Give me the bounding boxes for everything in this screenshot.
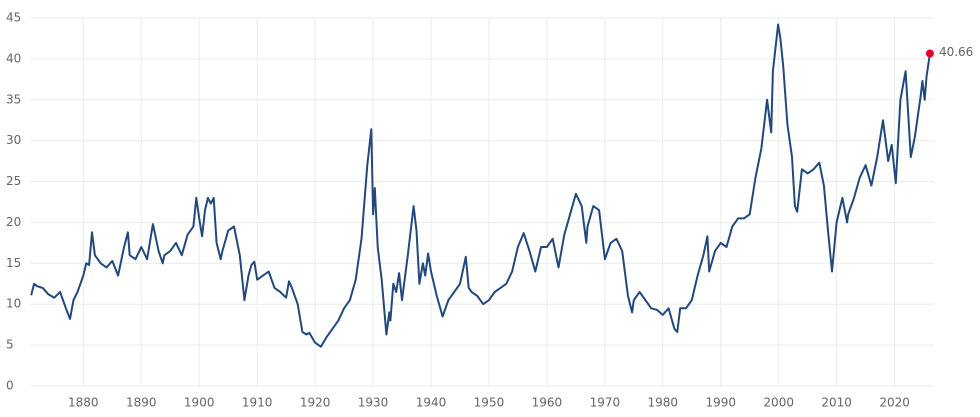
- y-tick-label: 45: [6, 11, 21, 25]
- x-tick-label: 1880: [68, 396, 99, 410]
- x-tick-label: 1890: [126, 396, 157, 410]
- x-tick-label: 1900: [184, 396, 215, 410]
- last-point: [925, 49, 934, 58]
- y-tick-label: 0: [6, 379, 14, 393]
- y-tick-label: 40: [6, 51, 21, 65]
- x-tick-label: 1970: [590, 396, 621, 410]
- x-tick-label: 1930: [358, 396, 389, 410]
- data-line: [30, 23, 931, 348]
- y-tick-label: 5: [6, 338, 14, 352]
- x-tick-label: 1920: [300, 396, 331, 410]
- y-tick-label: 35: [6, 92, 21, 106]
- x-tick-label: 2020: [879, 396, 910, 410]
- x-tick-label: 1940: [416, 396, 447, 410]
- x-tick-label: 1980: [648, 396, 679, 410]
- x-tick-label: 1960: [532, 396, 563, 410]
- y-tick-label: 10: [6, 297, 21, 311]
- y-tick-label: 15: [6, 256, 21, 270]
- x-tick-label: 2000: [763, 396, 794, 410]
- x-tick-label: 1950: [474, 396, 505, 410]
- y-tick-label: 25: [6, 174, 21, 188]
- x-tick-label: 2010: [821, 396, 852, 410]
- y-tick-label: 30: [6, 133, 21, 147]
- y-tick-label: 20: [6, 215, 21, 229]
- x-tick-label: 1910: [242, 396, 273, 410]
- data-label: 40.66: [939, 45, 973, 59]
- x-tick-label: 1990: [705, 396, 736, 410]
